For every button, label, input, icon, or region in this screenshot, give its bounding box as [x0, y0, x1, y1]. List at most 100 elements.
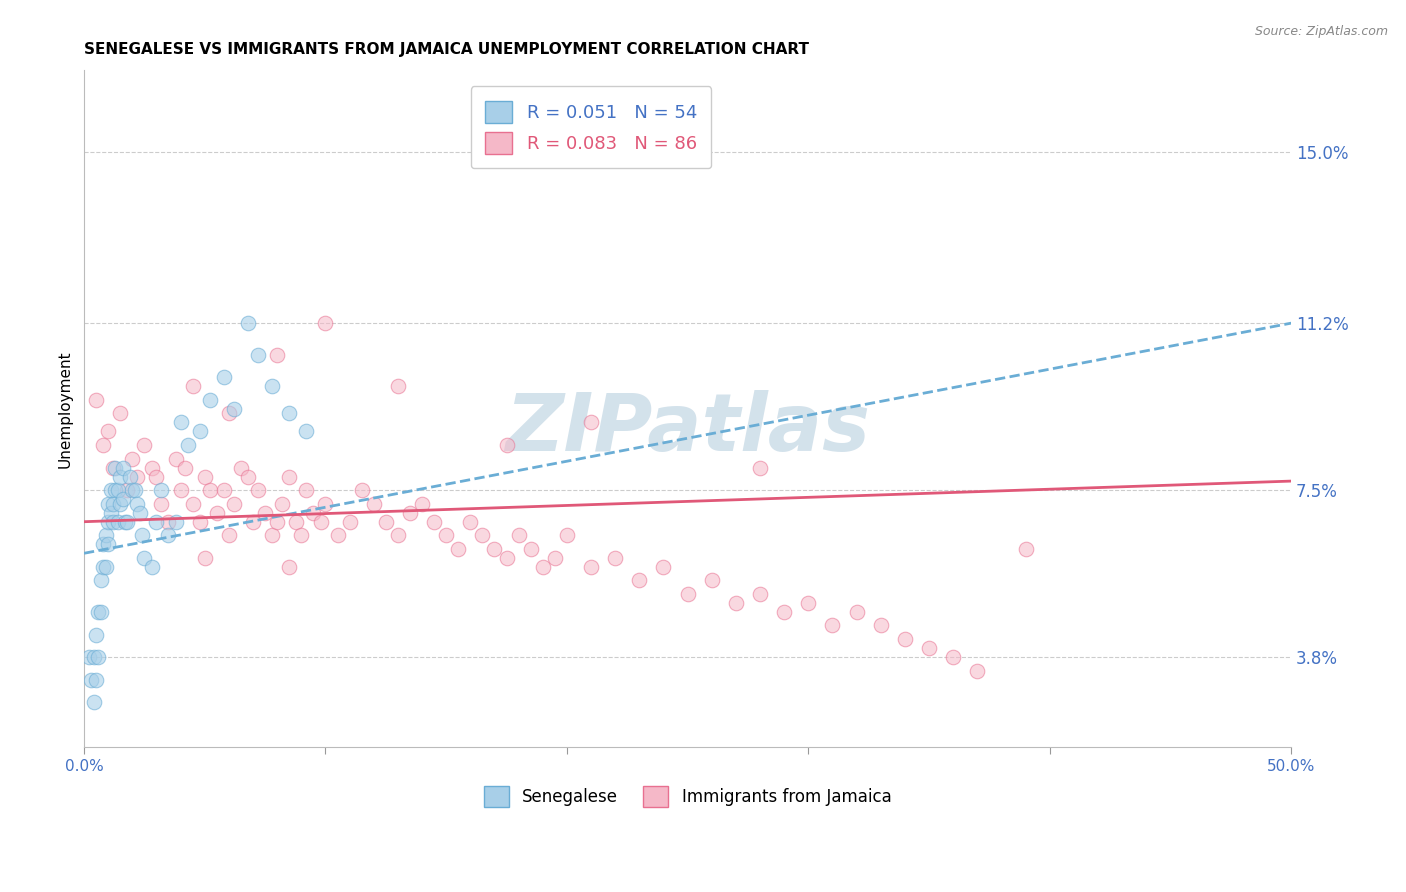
Point	[229, 460, 252, 475]
Point	[131, 528, 153, 542]
Point	[108, 406, 131, 420]
Point	[100, 483, 122, 497]
Point	[894, 632, 917, 646]
Point	[966, 664, 988, 678]
Point	[181, 497, 204, 511]
Point	[107, 483, 129, 497]
Point	[198, 483, 221, 497]
Point	[97, 515, 120, 529]
Point	[114, 515, 136, 529]
Point	[104, 483, 127, 497]
Point	[205, 506, 228, 520]
Point	[100, 506, 122, 520]
Point	[107, 515, 129, 529]
Point	[495, 438, 517, 452]
Point	[302, 506, 325, 520]
Point	[519, 541, 541, 556]
Point	[254, 506, 277, 520]
Point	[169, 416, 191, 430]
Point	[94, 528, 117, 542]
Point	[174, 460, 197, 475]
Point	[127, 469, 149, 483]
Point	[387, 528, 409, 542]
Point	[117, 483, 139, 497]
Point	[91, 559, 114, 574]
Point	[145, 515, 167, 529]
Point	[94, 559, 117, 574]
Point	[262, 379, 284, 393]
Point	[676, 587, 699, 601]
Point	[821, 618, 844, 632]
Point	[1014, 541, 1036, 556]
Point	[150, 497, 173, 511]
Point	[628, 574, 651, 588]
Point	[544, 550, 567, 565]
Point	[222, 497, 245, 511]
Text: ZIPatlas: ZIPatlas	[505, 390, 870, 468]
Point	[90, 574, 112, 588]
Point	[118, 469, 141, 483]
Point	[169, 483, 191, 497]
Point	[314, 497, 336, 511]
Point	[869, 618, 891, 632]
Point	[942, 650, 965, 665]
Point	[194, 469, 217, 483]
Point	[508, 528, 530, 542]
Point	[278, 559, 301, 574]
Point	[198, 392, 221, 407]
Point	[700, 574, 723, 588]
Point	[87, 650, 110, 665]
Point	[652, 559, 675, 574]
Point	[471, 528, 494, 542]
Point	[188, 425, 211, 439]
Point	[77, 650, 100, 665]
Point	[218, 528, 240, 542]
Legend: Senegalese, Immigrants from Jamaica: Senegalese, Immigrants from Jamaica	[477, 780, 898, 814]
Point	[101, 515, 124, 529]
Point	[150, 483, 173, 497]
Point	[121, 451, 143, 466]
Point	[724, 596, 747, 610]
Point	[165, 451, 187, 466]
Point	[309, 515, 332, 529]
Point	[111, 492, 134, 507]
Point	[447, 541, 470, 556]
Point	[157, 515, 180, 529]
Point	[295, 425, 318, 439]
Point	[121, 483, 143, 497]
Point	[91, 537, 114, 551]
Point	[350, 483, 373, 497]
Y-axis label: Unemployment: Unemployment	[58, 350, 72, 467]
Point	[108, 469, 131, 483]
Point	[165, 515, 187, 529]
Point	[495, 550, 517, 565]
Point	[134, 438, 156, 452]
Point	[83, 650, 105, 665]
Point	[108, 497, 131, 511]
Point	[271, 497, 294, 511]
Point	[212, 370, 235, 384]
Point	[134, 550, 156, 565]
Point	[266, 515, 288, 529]
Point	[434, 528, 457, 542]
Point	[339, 515, 361, 529]
Point	[97, 425, 120, 439]
Point	[91, 438, 114, 452]
Point	[242, 515, 264, 529]
Point	[290, 528, 312, 542]
Point	[238, 469, 260, 483]
Point	[773, 605, 796, 619]
Point	[238, 316, 260, 330]
Point	[531, 559, 554, 574]
Point	[97, 537, 120, 551]
Point	[262, 528, 284, 542]
Point	[218, 406, 240, 420]
Point	[605, 550, 627, 565]
Point	[101, 497, 124, 511]
Point	[363, 497, 385, 511]
Point	[749, 587, 772, 601]
Point	[555, 528, 578, 542]
Point	[278, 469, 301, 483]
Point	[188, 515, 211, 529]
Point	[128, 506, 150, 520]
